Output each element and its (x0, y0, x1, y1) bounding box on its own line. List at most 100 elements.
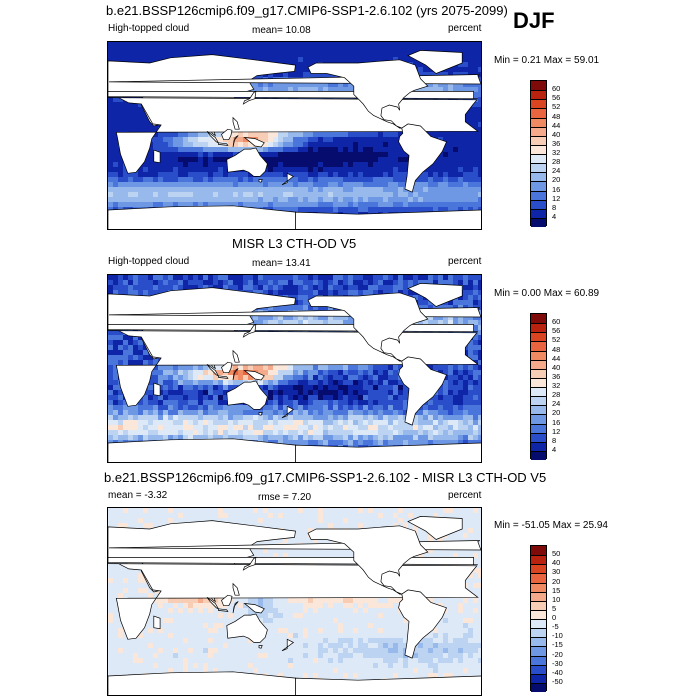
colorbar-swatch (531, 90, 546, 100)
colorbar-tick-label: 10 (552, 594, 561, 604)
continents (108, 283, 481, 462)
colorbar-tick-label: 28 (552, 390, 561, 400)
land-polygon (232, 135, 239, 148)
colorbar-tick-label: 56 (552, 93, 561, 103)
colorbar-tick-label: 8 (552, 435, 557, 445)
land-polygon (108, 563, 479, 640)
panel-3-colorbar (530, 545, 547, 692)
colorbar-tick-label: -30 (552, 658, 563, 668)
land-polygon (242, 556, 257, 571)
panel-1-title: b.e21.BSSP126cmip6.f09_g17.CMIP6-SSP1-2.… (106, 3, 508, 18)
season-label: DJF (513, 8, 555, 33)
colorbar-tick-label: 60 (552, 317, 561, 327)
panel-1-colorbar (530, 80, 547, 227)
colorbar-swatch (531, 323, 546, 333)
colorbar-tick-label: 4 (552, 444, 557, 454)
land-polygon (295, 442, 481, 462)
colorbar-tick-label: 28 (552, 157, 561, 167)
colorbar-tick-label: 50 (552, 549, 561, 559)
land-polygon (108, 97, 479, 174)
colorbar-swatch (531, 673, 546, 683)
land-polygon (232, 582, 240, 596)
land-polygon (242, 90, 257, 105)
panel-3-rmse-label: rmse = 7.20 (258, 492, 312, 503)
land-polygon (281, 172, 295, 186)
land-polygon (108, 205, 296, 229)
land-polygon (218, 608, 229, 612)
land-polygon (307, 525, 429, 595)
land-polygon (226, 380, 268, 410)
land-polygon (307, 59, 429, 129)
panel-2-title: MISR L3 CTH-OD V5 (232, 236, 357, 251)
colorbar-swatch (531, 619, 546, 629)
panel-2-units-label: percent (448, 256, 482, 267)
colorbar-tick-label: -10 (552, 631, 563, 641)
panel-3-map (107, 507, 482, 696)
land-polygon (221, 128, 233, 141)
colorbar-swatch (531, 637, 546, 647)
land-polygon (243, 137, 265, 148)
land-polygon (281, 405, 295, 419)
panel-3-minmax: Min = -51.05 Max = 25.94 (494, 520, 608, 531)
colorbar-tick-label: 40 (552, 362, 561, 372)
land-polygon (226, 147, 268, 177)
colorbar-swatch (531, 144, 546, 154)
continents (108, 516, 481, 695)
colorbar-swatch (531, 99, 546, 109)
colorbar-swatch (531, 414, 546, 424)
colorbar-swatch (531, 199, 546, 209)
colorbar-swatch (531, 591, 546, 601)
colorbar-tick-label: 20 (552, 175, 561, 185)
colorbar-tick-label: 20 (552, 408, 561, 418)
colorbar-swatch (531, 573, 546, 583)
colorbar-swatch (531, 368, 546, 378)
colorbar-swatch (531, 332, 546, 342)
colorbar-tick-label: 52 (552, 335, 561, 345)
colorbar-swatch (531, 405, 546, 415)
colorbar-tick-label: 32 (552, 148, 561, 157)
land-polygon (232, 349, 240, 363)
land-polygon (108, 330, 479, 407)
colorbar-tick-label: 12 (552, 426, 561, 436)
colorbar-tick-label: -40 (552, 667, 563, 677)
colorbar-tick-label: 52 (552, 102, 561, 112)
panel-1-colorbar-ticks: 60 56 52 48 44 40 36 32 28 24 20 16 12 8 4 (552, 80, 582, 226)
colorbar-tick-label: 48 (552, 111, 561, 121)
land-polygon (153, 382, 161, 397)
land-polygon (226, 613, 268, 643)
land-polygon (242, 323, 257, 338)
panel-1-mean-label: mean= 10.08 (252, 25, 311, 36)
colorbar-tick-label: 44 (552, 120, 561, 130)
colorbar-swatch (531, 396, 546, 406)
colorbar-swatch (531, 441, 546, 451)
land-polygon (407, 283, 463, 307)
colorbar-tick-label: 16 (552, 417, 561, 427)
colorbar-tick-label: 30 (552, 567, 561, 577)
land-polygon (108, 438, 296, 462)
land-polygon (398, 589, 447, 659)
colorbar-swatch (531, 555, 546, 565)
colorbar-tick-label: 36 (552, 371, 561, 381)
colorbar-swatch (531, 359, 546, 369)
land-polygon (295, 675, 481, 695)
colorbar-swatch (531, 423, 546, 433)
colorbar-swatch (531, 217, 546, 227)
land-polygon (232, 601, 239, 614)
colorbar-swatch (531, 609, 546, 619)
panel-1-minmax: Min = 0.21 Max = 59.01 (494, 55, 600, 66)
colorbar-swatch (531, 450, 546, 460)
colorbar-swatch (531, 81, 546, 91)
colorbar-tick-label: 24 (552, 166, 561, 176)
colorbar-swatch (531, 108, 546, 118)
panel-3-units-label: percent (448, 490, 482, 501)
panel-1-variable-label: High-topped cloud (108, 23, 190, 34)
colorbar-swatch (531, 582, 546, 592)
colorbar-tick-label: 8 (552, 202, 557, 212)
colorbar-tick-label: 0 (552, 613, 557, 622)
colorbar-tick-label: 4 (552, 211, 557, 221)
colorbar-swatch (531, 154, 546, 164)
land-polygon (206, 597, 220, 610)
land-polygon (398, 356, 447, 426)
colorbar-tick-label: 24 (552, 399, 561, 409)
land-polygon (206, 131, 220, 144)
